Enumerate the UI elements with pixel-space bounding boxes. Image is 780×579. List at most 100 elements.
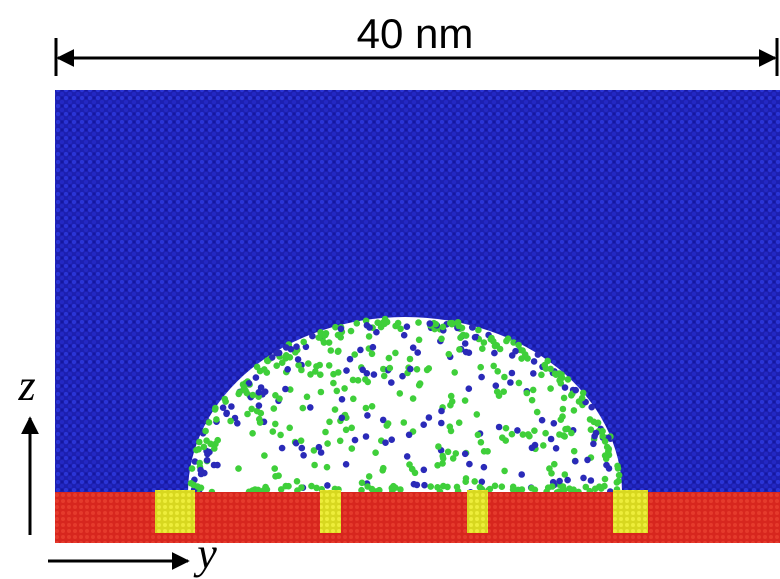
atom xyxy=(372,449,379,456)
atom xyxy=(295,356,302,363)
atom xyxy=(463,475,470,482)
atom xyxy=(548,436,555,443)
atom xyxy=(388,436,395,443)
atom xyxy=(450,455,457,462)
atom xyxy=(397,390,404,397)
atom xyxy=(602,476,609,483)
atom xyxy=(214,437,221,444)
atom xyxy=(334,388,341,395)
atom xyxy=(478,439,485,446)
atom xyxy=(339,396,346,403)
atom xyxy=(572,458,579,465)
atom xyxy=(332,406,339,413)
atom xyxy=(491,350,498,357)
atom xyxy=(364,412,371,419)
atom xyxy=(564,477,571,484)
atom xyxy=(220,404,227,411)
pit xyxy=(155,490,195,533)
figure: 40 nm z y xyxy=(0,0,780,579)
atom xyxy=(381,373,388,380)
atom xyxy=(293,343,300,350)
atom xyxy=(421,482,428,489)
atom xyxy=(203,437,210,444)
atom xyxy=(363,405,370,412)
atom xyxy=(603,462,610,469)
atom xyxy=(196,439,203,446)
atom xyxy=(382,439,389,446)
atom xyxy=(588,404,595,411)
atom xyxy=(227,418,234,425)
atom xyxy=(204,457,211,464)
atom xyxy=(479,345,486,352)
atom xyxy=(258,410,265,417)
atom xyxy=(561,395,568,402)
atom xyxy=(539,417,546,424)
atom xyxy=(366,324,373,331)
atom xyxy=(362,376,369,383)
atom xyxy=(501,374,508,381)
atom xyxy=(500,388,507,395)
atom xyxy=(214,462,221,469)
atom xyxy=(277,432,284,439)
atom xyxy=(407,366,414,373)
atom xyxy=(551,461,558,468)
atom xyxy=(386,355,393,362)
atom xyxy=(438,408,445,415)
atom xyxy=(592,486,599,493)
atom xyxy=(330,380,337,387)
atom xyxy=(530,370,537,377)
atom xyxy=(343,427,350,434)
z-label: z xyxy=(17,361,35,410)
atom xyxy=(583,484,590,491)
atom xyxy=(324,482,331,489)
atom xyxy=(605,448,612,455)
atom xyxy=(202,428,209,435)
atom xyxy=(490,363,497,370)
atom xyxy=(462,340,469,347)
atom xyxy=(531,358,538,365)
atom xyxy=(255,389,262,396)
atom xyxy=(222,396,229,403)
atom xyxy=(449,398,456,405)
atom xyxy=(349,445,356,452)
atom xyxy=(326,362,333,369)
atom xyxy=(502,437,509,444)
atom xyxy=(520,431,527,438)
atom xyxy=(371,371,378,378)
atom xyxy=(509,431,516,438)
atom xyxy=(359,480,366,487)
atom xyxy=(535,351,542,358)
atom xyxy=(363,433,370,440)
atom xyxy=(435,443,442,450)
atom xyxy=(456,419,463,426)
atom xyxy=(484,448,491,455)
atom xyxy=(273,362,280,369)
atom xyxy=(414,482,421,489)
atom xyxy=(516,380,523,387)
atom xyxy=(354,320,361,327)
atom xyxy=(406,461,413,468)
atom xyxy=(348,425,355,432)
atom xyxy=(466,385,473,392)
atom xyxy=(530,387,537,394)
atom xyxy=(335,332,342,339)
atom xyxy=(300,339,307,346)
atom xyxy=(565,376,572,383)
atom xyxy=(451,369,458,376)
atom xyxy=(276,350,283,357)
atom xyxy=(307,404,314,411)
atom xyxy=(213,416,220,423)
atom xyxy=(559,413,566,420)
atom xyxy=(438,420,445,427)
scale-label: 40 nm xyxy=(357,10,474,57)
atom xyxy=(350,396,357,403)
atom xyxy=(272,421,279,428)
atom xyxy=(212,406,219,413)
atom xyxy=(475,432,482,439)
atom xyxy=(474,411,481,418)
atom xyxy=(552,370,559,377)
atom xyxy=(603,456,610,463)
atom xyxy=(503,425,510,432)
atom xyxy=(426,414,433,421)
atom xyxy=(249,430,256,437)
